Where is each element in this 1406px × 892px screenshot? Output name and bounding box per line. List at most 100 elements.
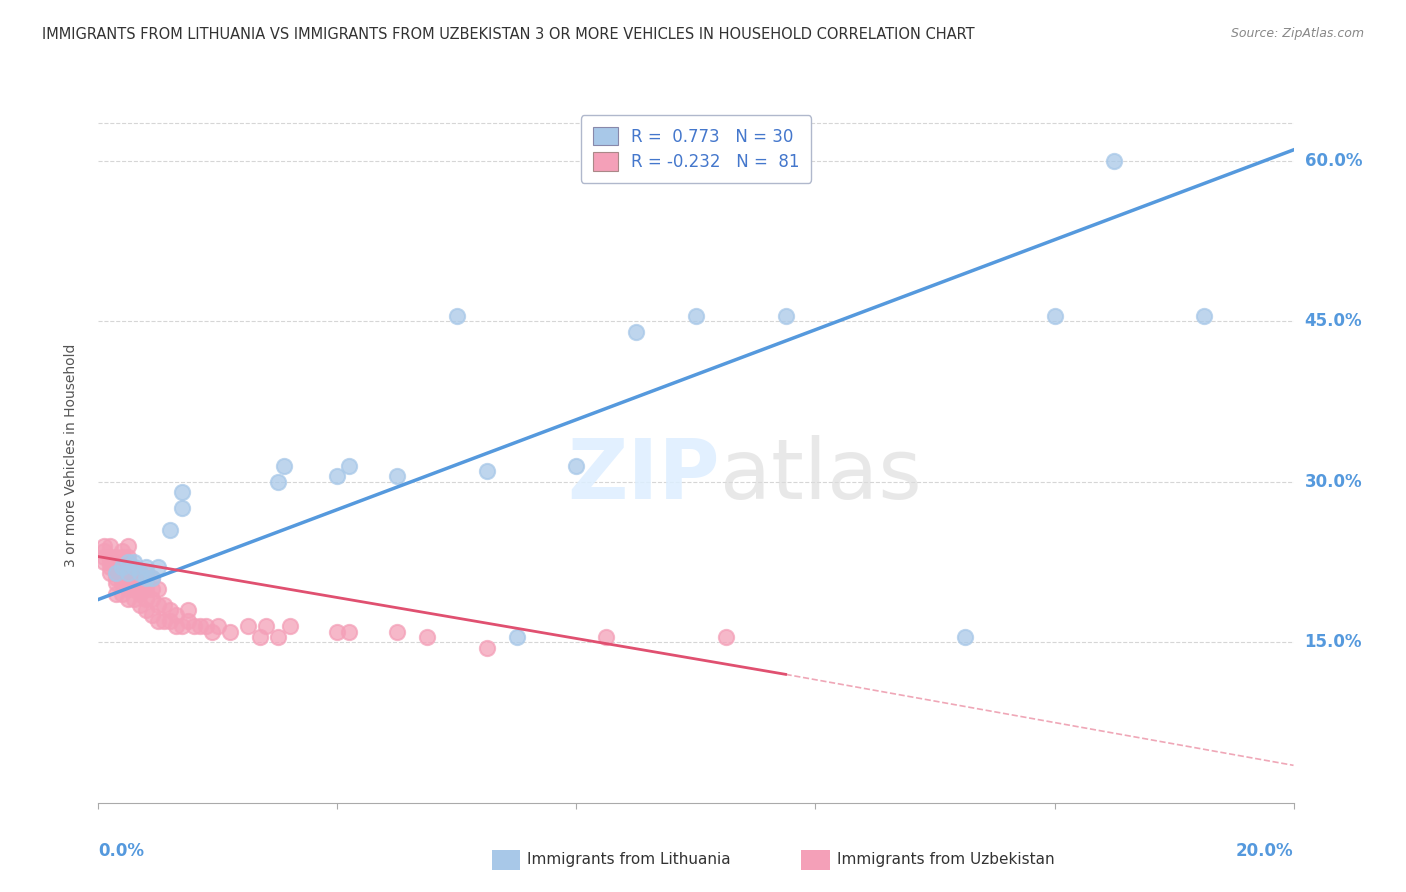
Point <box>98 549 122 564</box>
Point <box>165 608 187 623</box>
Point <box>183 619 205 633</box>
Point <box>953 630 976 644</box>
Point <box>129 587 152 601</box>
Text: 15.0%: 15.0% <box>1305 633 1362 651</box>
Text: 30.0%: 30.0% <box>1305 473 1362 491</box>
Point <box>93 555 115 569</box>
Point <box>124 555 146 569</box>
Point <box>135 603 157 617</box>
Text: Immigrants from Uzbekistan: Immigrants from Uzbekistan <box>837 853 1054 867</box>
Point <box>177 603 200 617</box>
Point <box>111 555 134 569</box>
Point <box>117 555 139 569</box>
Point <box>141 608 163 623</box>
Point <box>172 619 194 633</box>
Point <box>129 571 152 585</box>
Point <box>267 630 290 644</box>
Point <box>93 549 115 564</box>
Point <box>1043 309 1066 323</box>
Point <box>339 624 360 639</box>
Point <box>135 566 157 580</box>
Point <box>117 539 139 553</box>
Point <box>105 576 128 591</box>
Point <box>194 619 218 633</box>
Point <box>685 309 707 323</box>
Point <box>153 614 176 628</box>
Point <box>165 619 187 633</box>
Point <box>148 598 170 612</box>
Point <box>135 571 157 585</box>
Point <box>416 630 439 644</box>
Y-axis label: 3 or more Vehicles in Household: 3 or more Vehicles in Household <box>63 343 77 566</box>
Point <box>385 469 409 483</box>
Point <box>117 571 139 585</box>
Point <box>249 630 271 644</box>
Point <box>135 576 157 591</box>
Point <box>111 587 134 601</box>
Text: 45.0%: 45.0% <box>1305 312 1362 330</box>
Point <box>141 571 163 585</box>
Point <box>219 624 242 639</box>
Text: Immigrants from Lithuania: Immigrants from Lithuania <box>527 853 731 867</box>
Point <box>105 560 128 574</box>
Point <box>129 582 152 596</box>
Point <box>714 630 737 644</box>
Point <box>624 325 647 339</box>
Point <box>159 603 181 617</box>
Point <box>148 560 170 574</box>
Text: atlas: atlas <box>720 435 921 516</box>
Text: 0.0%: 0.0% <box>98 842 145 860</box>
Point <box>117 549 139 564</box>
Point <box>117 576 139 591</box>
Point <box>117 582 139 596</box>
Point <box>111 571 134 585</box>
Point <box>273 458 295 473</box>
Point <box>129 598 152 612</box>
Point <box>141 592 163 607</box>
Point <box>326 469 349 483</box>
Point <box>153 598 176 612</box>
Point <box>1192 309 1215 323</box>
Point <box>124 582 146 596</box>
Point <box>172 485 194 500</box>
Point <box>111 560 134 574</box>
Point <box>506 630 529 644</box>
Point <box>105 555 128 569</box>
Point <box>475 464 498 478</box>
Point <box>124 560 146 574</box>
Point <box>124 576 146 591</box>
Point <box>105 566 128 580</box>
Point <box>278 619 301 633</box>
Point <box>111 560 134 574</box>
Point <box>98 566 122 580</box>
Point <box>267 475 290 489</box>
Text: IMMIGRANTS FROM LITHUANIA VS IMMIGRANTS FROM UZBEKISTAN 3 OR MORE VEHICLES IN HO: IMMIGRANTS FROM LITHUANIA VS IMMIGRANTS … <box>42 27 974 42</box>
Point <box>141 582 163 596</box>
Point <box>117 566 139 580</box>
Text: 60.0%: 60.0% <box>1305 152 1362 169</box>
Point <box>98 560 122 574</box>
Point <box>111 576 134 591</box>
Point <box>159 523 181 537</box>
Point <box>129 566 152 580</box>
Point <box>105 566 128 580</box>
Point <box>124 592 146 607</box>
Point <box>385 624 409 639</box>
Point <box>93 539 115 553</box>
Point <box>135 592 157 607</box>
Point <box>98 555 122 569</box>
Point <box>254 619 277 633</box>
Point <box>236 619 259 633</box>
Point <box>326 624 349 639</box>
Point <box>339 458 360 473</box>
Point <box>135 582 157 596</box>
Point <box>105 549 128 564</box>
Point <box>117 592 139 607</box>
Point <box>446 309 468 323</box>
Point <box>98 539 122 553</box>
Text: Source: ZipAtlas.com: Source: ZipAtlas.com <box>1230 27 1364 40</box>
Point <box>159 614 181 628</box>
Point <box>172 501 194 516</box>
Point <box>105 587 128 601</box>
Point <box>105 571 128 585</box>
